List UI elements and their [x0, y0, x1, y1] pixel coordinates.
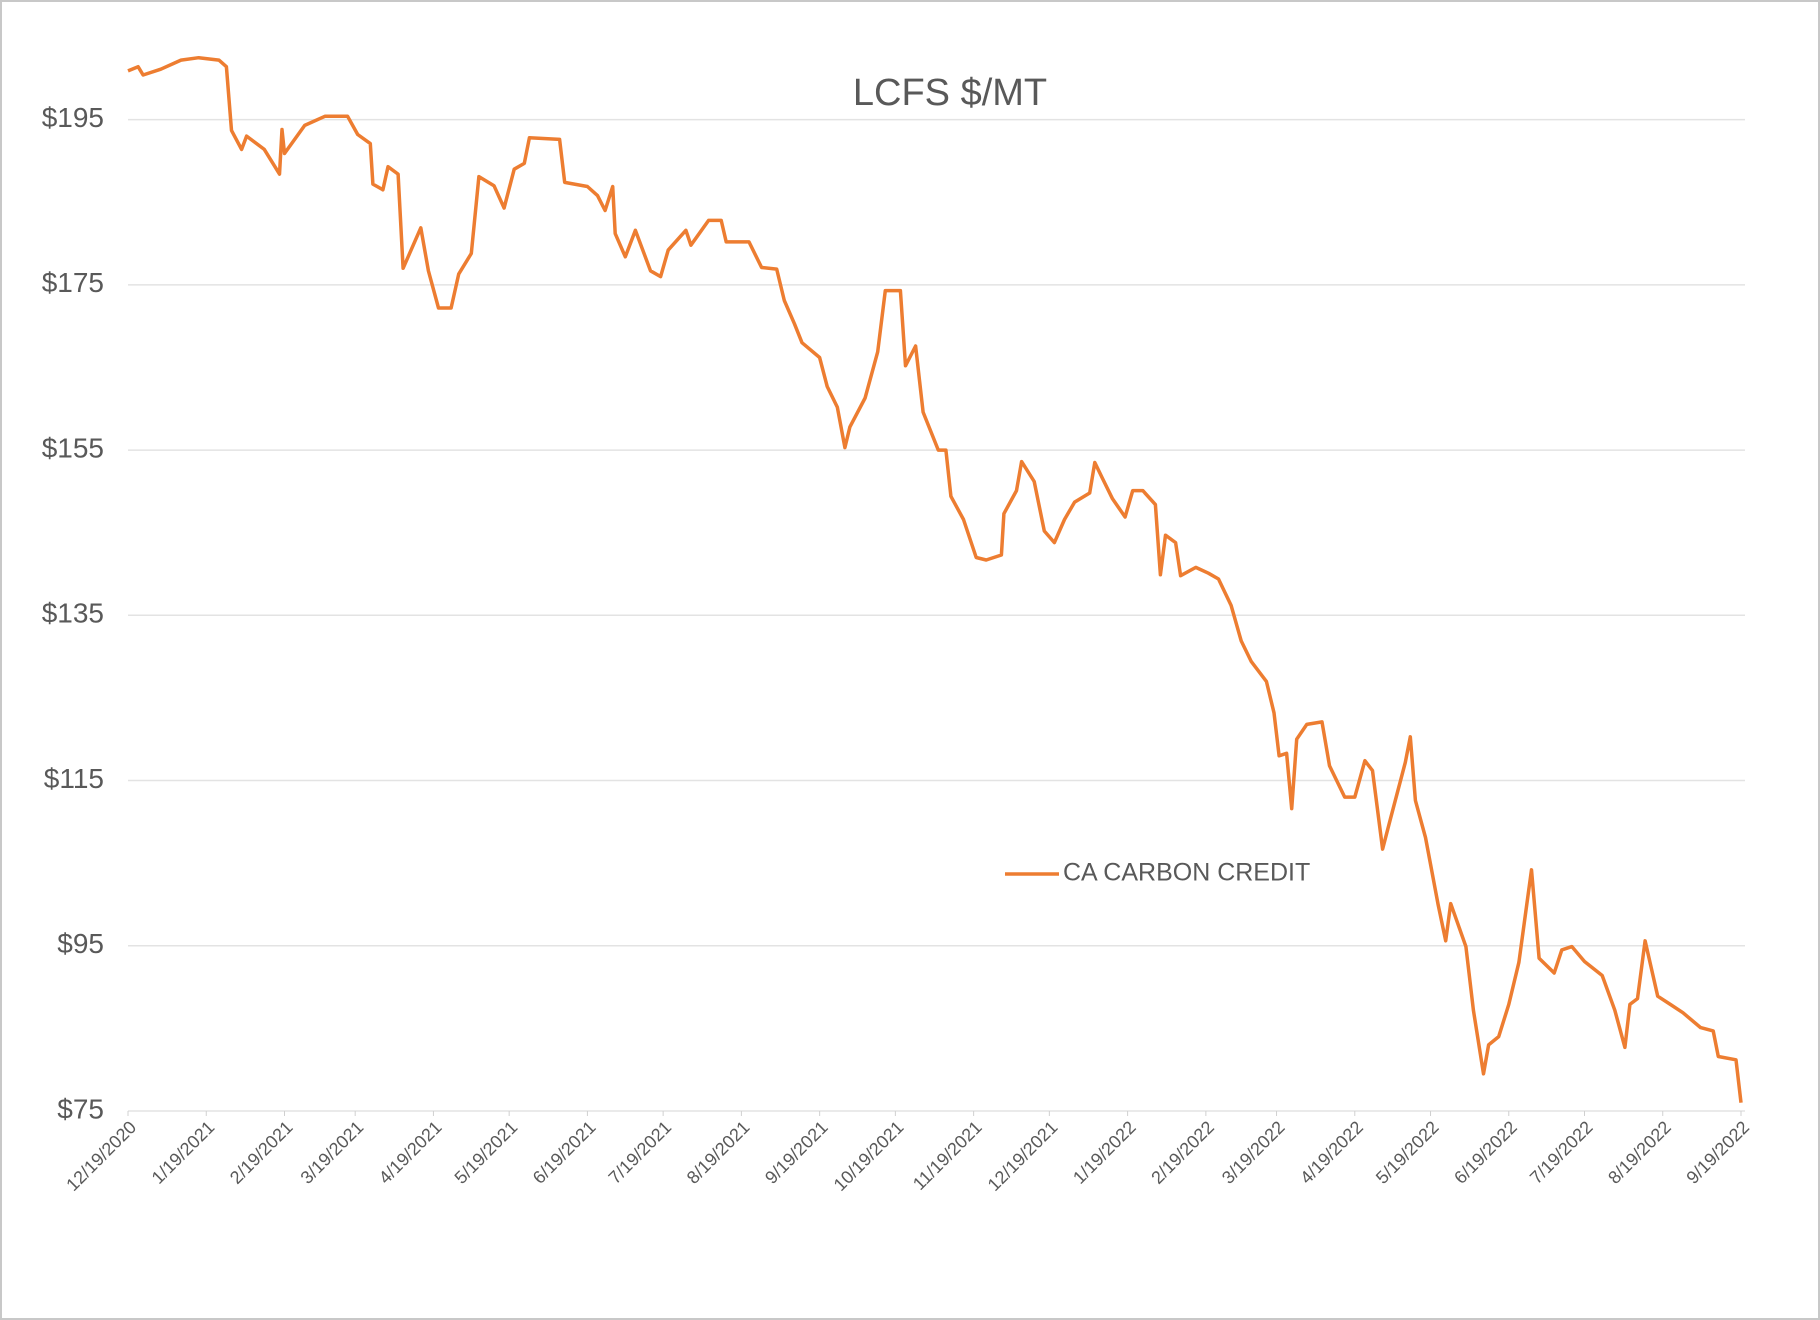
data-line: [127, 55, 1743, 1103]
y-tick-label: $75: [57, 1093, 104, 1124]
y-tick-label: $175: [42, 267, 104, 298]
legend-label: CA CARBON CREDIT: [1063, 859, 1310, 887]
y-tick-label: $115: [44, 763, 104, 794]
chart-title: LCFS $/MT: [853, 72, 1047, 114]
y-tick-label: $195: [42, 102, 104, 133]
y-tick-label: $155: [42, 432, 104, 463]
y-tick-label: $135: [42, 598, 104, 629]
y-tick-label: $95: [57, 928, 104, 959]
